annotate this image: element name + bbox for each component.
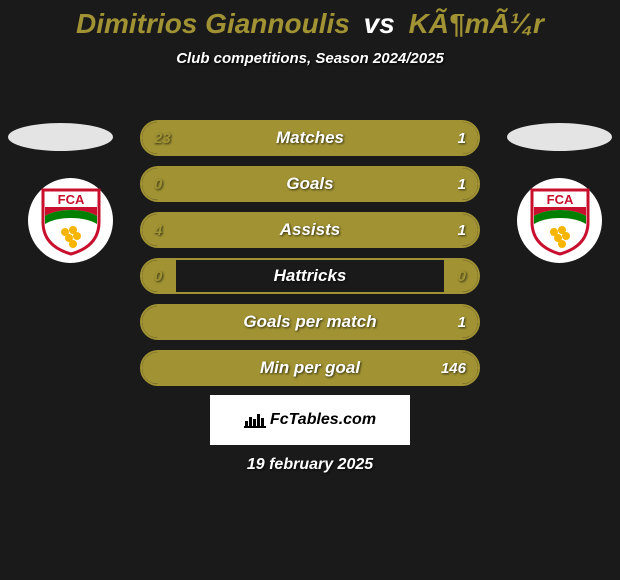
stat-pill: Min per goal <box>140 350 480 386</box>
stat-value-right: 1 <box>458 304 466 340</box>
stat-pill: Goals per match <box>140 304 480 340</box>
stat-row: Hattricks0 0 <box>110 258 510 294</box>
stat-pill: Hattricks <box>140 258 480 294</box>
stats-bars: Matches231Goals01Assists41Hattricks00Goa… <box>110 120 510 396</box>
stat-pill: Goals <box>140 166 480 202</box>
stat-label: Goals <box>142 168 478 200</box>
stat-value-left: 23 <box>154 120 171 156</box>
player1-club-logo: FCA <box>28 178 113 263</box>
player2-club-logo: FCA <box>517 178 602 263</box>
svg-text:FCA: FCA <box>546 192 573 207</box>
stat-label: Hattricks <box>142 260 478 292</box>
stat-row: Min per goal146 <box>110 350 510 386</box>
stat-label: Assists <box>142 214 478 246</box>
stat-label: Matches <box>142 122 478 154</box>
bar-chart-icon <box>244 411 266 429</box>
stat-value-right: 1 <box>458 120 466 156</box>
stat-row: Goals per match1 <box>110 304 510 340</box>
stat-label: Min per goal <box>142 352 478 384</box>
subtitle: Club competitions, Season 2024/2025 <box>0 50 620 67</box>
player2-name: KÃ¶mÃ¼r <box>409 8 544 39</box>
stat-row: Matches23 1 <box>110 120 510 156</box>
player1-name: Dimitrios Giannoulis <box>76 8 350 39</box>
stat-value-right: 1 <box>458 212 466 248</box>
stat-value-right: 1 <box>458 166 466 202</box>
stat-pill: Assists <box>140 212 480 248</box>
stat-value-left: 0 <box>154 258 162 294</box>
stat-value-right: 146 <box>441 350 466 386</box>
date-text: 19 february 2025 <box>0 456 620 474</box>
attribution-text: FcTables.com <box>270 411 376 429</box>
player2-head-placeholder <box>507 123 612 151</box>
stat-row: Goals0 1 <box>110 166 510 202</box>
stat-row: Assists4 1 <box>110 212 510 248</box>
stat-value-left: 0 <box>154 166 162 202</box>
stat-label: Goals per match <box>142 306 478 338</box>
vs-text: vs <box>364 8 395 39</box>
stat-value-right: 0 <box>458 258 466 294</box>
fca-shield-icon: FCA <box>528 186 592 256</box>
comparison-title: Dimitrios Giannoulis vs KÃ¶mÃ¼r <box>0 0 620 40</box>
stat-pill: Matches <box>140 120 480 156</box>
fca-shield-icon: FCA <box>39 186 103 256</box>
svg-text:FCA: FCA <box>57 192 84 207</box>
stat-value-left: 4 <box>154 212 162 248</box>
attribution-badge: FcTables.com <box>210 395 410 445</box>
player1-head-placeholder <box>8 123 113 151</box>
